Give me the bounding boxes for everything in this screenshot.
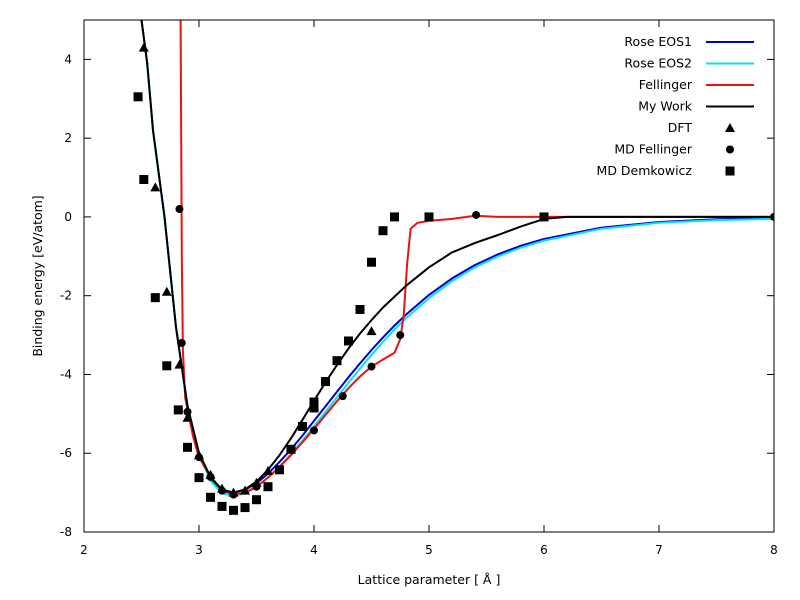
data-point-md-demkowicz xyxy=(133,92,143,102)
data-point-md-demkowicz xyxy=(539,212,549,222)
y-tick-label: -4 xyxy=(60,367,72,381)
axes: 2 3 4 5 6 7 8 -8 -6 -4 -2 0 2 4 xyxy=(60,20,778,557)
legend-swatch-md-fellinger xyxy=(726,145,734,154)
data-point-md-demkowicz xyxy=(321,377,330,387)
data-point-md-fellinger xyxy=(472,210,481,219)
legend: Rose EOS1 Rose EOS2 Fellinger My Work DFT MD … xyxy=(597,34,754,178)
data-point-dft xyxy=(150,182,161,192)
data-point-md-fellinger xyxy=(396,331,405,340)
data-point-md-fellinger xyxy=(183,407,192,416)
data-point-md-demkowicz xyxy=(194,473,204,483)
data-point-md-demkowicz xyxy=(309,397,319,407)
data-point-md-fellinger xyxy=(310,426,318,435)
y-tick-label: -6 xyxy=(60,446,72,460)
data-point-md-demkowicz xyxy=(173,405,183,415)
x-axis-title: Lattice parameter [ Å ] xyxy=(358,572,501,587)
data-point-md-demkowicz xyxy=(332,356,342,366)
data-point-md-fellinger xyxy=(218,486,226,495)
y-axis-title: Binding energy [eV/atom] xyxy=(30,195,45,356)
data-point-md-fellinger xyxy=(175,205,184,214)
data-point-md-demkowicz xyxy=(286,444,296,454)
data-point-md-demkowicz xyxy=(162,361,172,371)
legend-label-dft: DFT xyxy=(668,120,693,135)
data-point-dft xyxy=(138,42,149,52)
data-point-md-fellinger xyxy=(338,392,347,401)
data-point-md-demkowicz xyxy=(240,503,250,513)
data-point-md-demkowicz xyxy=(229,505,238,515)
data-point-md-demkowicz xyxy=(355,304,365,314)
data-point-md-demkowicz xyxy=(183,442,192,452)
data-point-md-demkowicz xyxy=(424,212,434,222)
data-point-md-demkowicz xyxy=(298,421,307,431)
data-point-md-fellinger xyxy=(252,482,261,491)
legend-label-fellinger: Fellinger xyxy=(639,77,693,92)
data-point-md-demkowicz xyxy=(206,492,215,502)
legend-swatch-md-demkowicz xyxy=(725,166,735,176)
plot-frame xyxy=(83,19,775,533)
series-line-fellinger xyxy=(179,20,774,496)
data-point-md-fellinger xyxy=(206,472,215,481)
data-point-md-demkowicz xyxy=(139,175,149,185)
legend-label-md-demkowicz: MD Demkowicz xyxy=(597,163,693,178)
legend-label-rose-eos1: Rose EOS1 xyxy=(624,34,692,49)
data-point-md-fellinger xyxy=(195,453,203,462)
data-point-md-fellinger xyxy=(177,338,186,347)
data-point-dft xyxy=(182,412,193,422)
data-point-md-demkowicz xyxy=(217,501,227,511)
data-point-md-fellinger xyxy=(229,490,238,499)
data-point-md-demkowicz xyxy=(275,465,284,475)
data-point-md-demkowicz xyxy=(378,226,388,236)
x-tick-label: 2 xyxy=(80,543,88,557)
y-tick-label: 0 xyxy=(64,210,72,224)
data-point-md-demkowicz xyxy=(390,212,399,222)
x-tick-label: 4 xyxy=(310,543,318,557)
y-tick-label: 2 xyxy=(64,131,72,145)
data-point-md-demkowicz xyxy=(252,495,261,505)
legend-label-my-work: My Work xyxy=(638,99,693,114)
data-point-md-demkowicz xyxy=(309,403,319,413)
data-point-md-demkowicz xyxy=(263,482,273,492)
data-point-dft xyxy=(240,485,250,495)
data-point-md-fellinger xyxy=(367,362,376,371)
legend-label-rose-eos2: Rose EOS2 xyxy=(624,56,692,71)
data-point-dft xyxy=(174,359,185,369)
x-tick-label: 6 xyxy=(540,543,548,557)
y-tick-label: 4 xyxy=(64,52,72,66)
data-point-dft xyxy=(161,286,172,296)
y-tick-label: -8 xyxy=(60,525,72,539)
x-tick-label: 3 xyxy=(195,543,203,557)
data-point-dft xyxy=(366,326,377,336)
x-tick-label: 7 xyxy=(655,543,663,557)
y-tick-label: -2 xyxy=(60,289,72,303)
legend-label-md-fellinger: MD Fellinger xyxy=(614,142,693,157)
data-point-md-demkowicz xyxy=(344,336,353,346)
data-point-dft xyxy=(263,465,273,475)
x-tick-label: 5 xyxy=(425,543,433,557)
data-point-md-demkowicz xyxy=(367,257,376,267)
legend-swatch-dft xyxy=(725,123,735,132)
plot-series xyxy=(133,20,774,515)
x-tick-label: 8 xyxy=(770,543,778,557)
data-point-md-demkowicz xyxy=(150,293,160,303)
